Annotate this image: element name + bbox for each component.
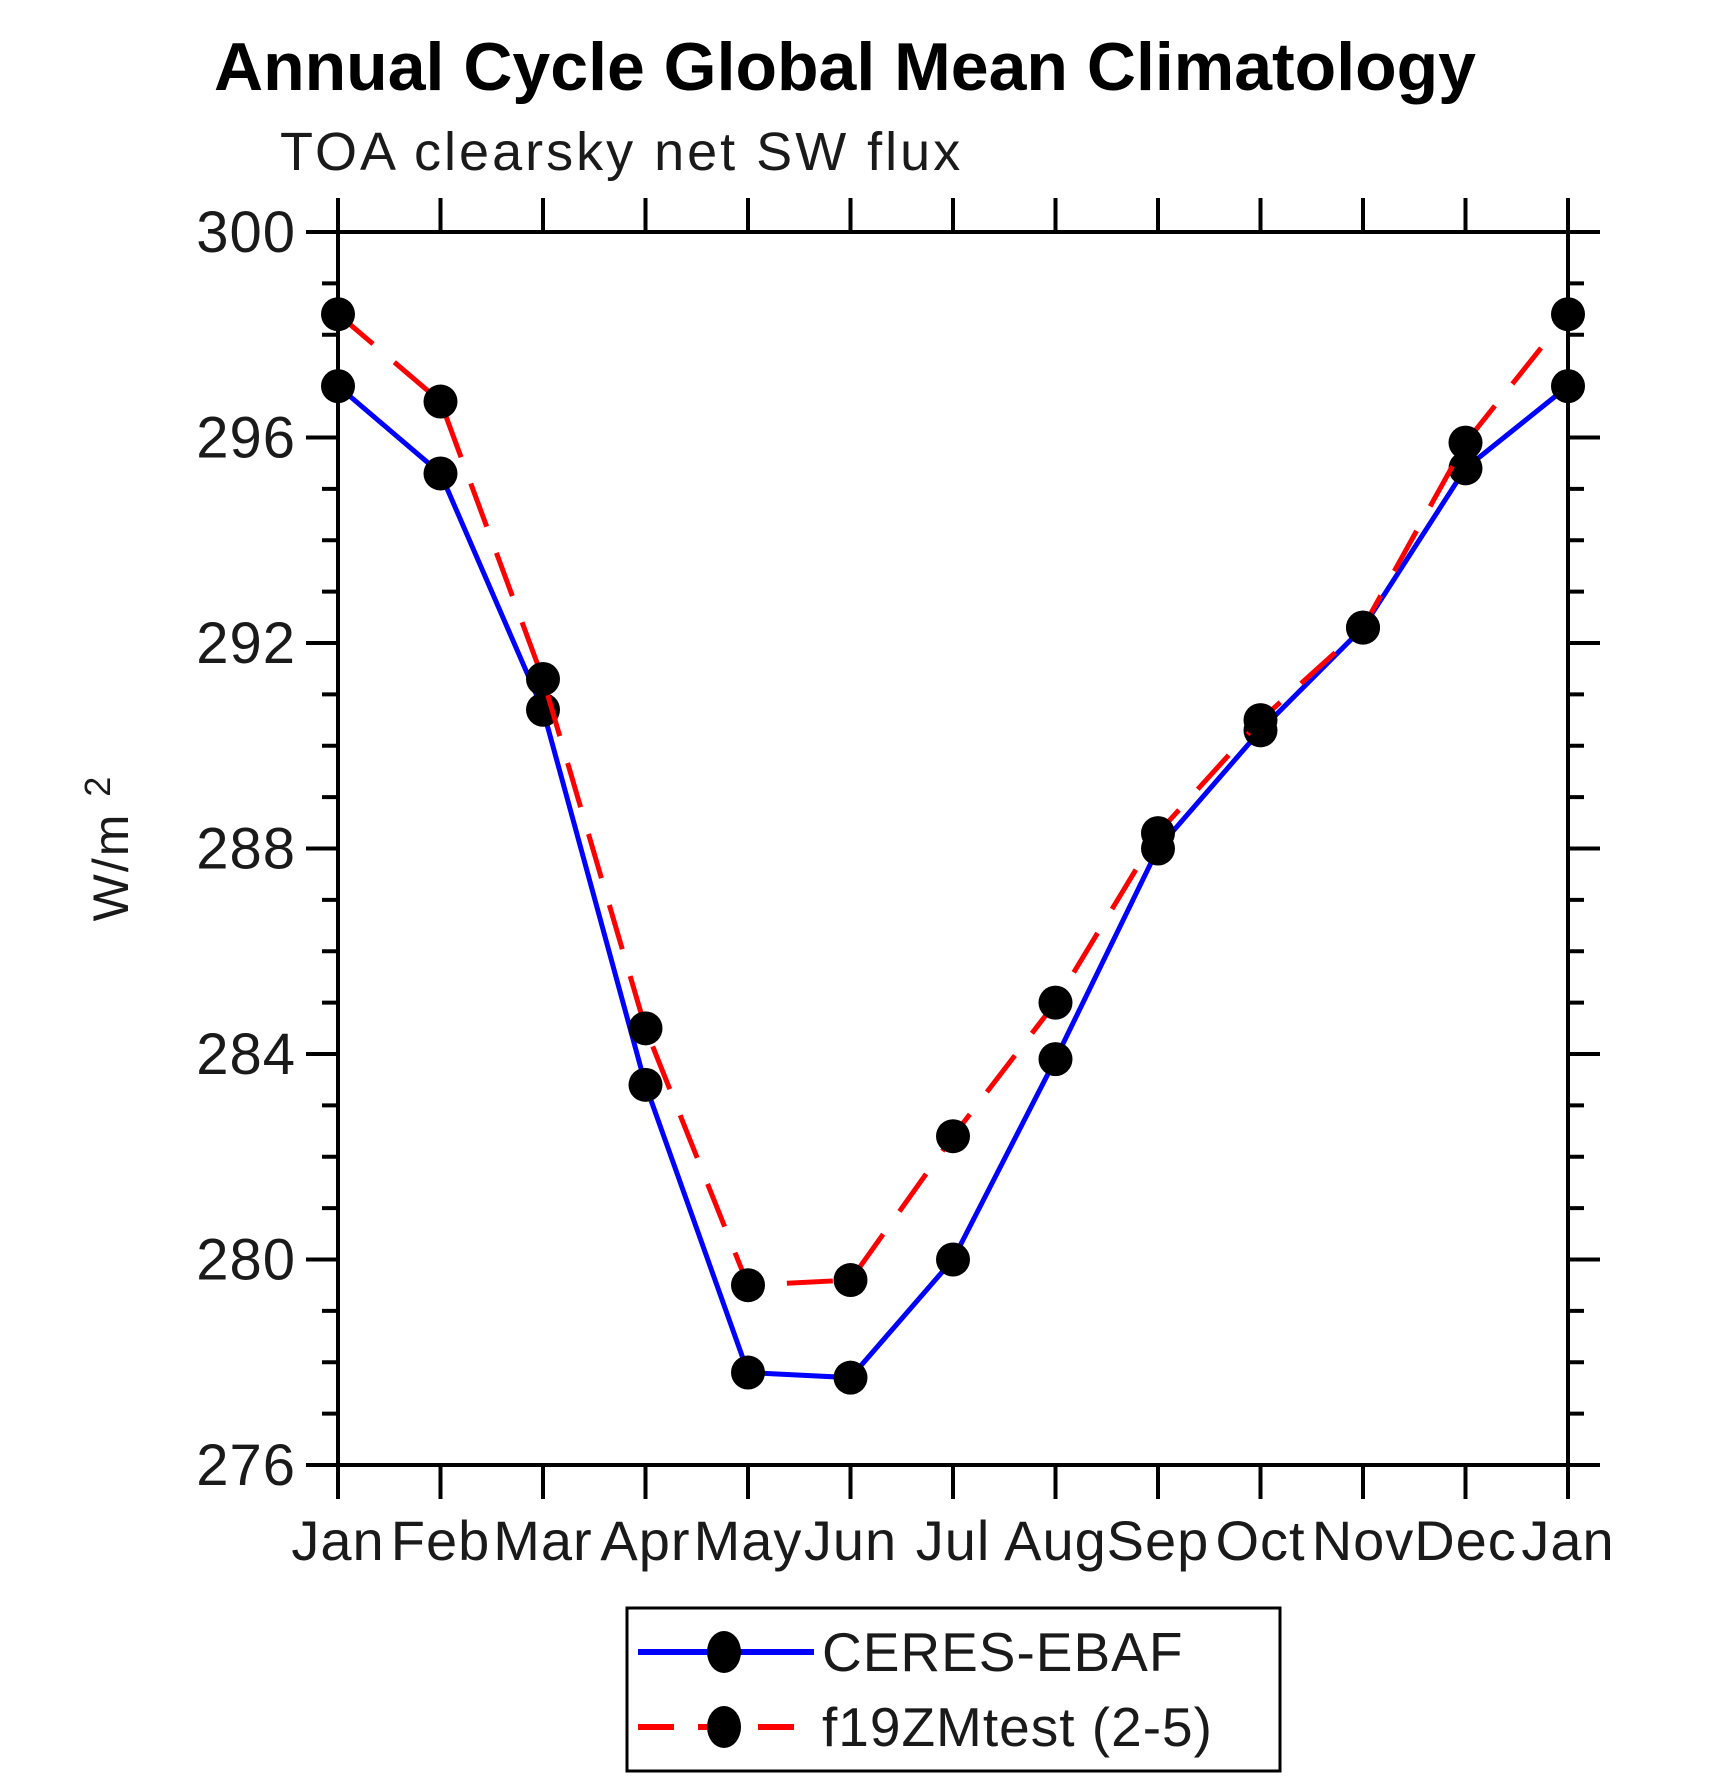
data-point-marker <box>628 1011 663 1046</box>
x-tick-label: Jun <box>804 1509 897 1572</box>
data-point-marker <box>1038 985 1073 1020</box>
data-point-marker <box>1038 1042 1073 1077</box>
data-point-marker <box>731 1355 765 1390</box>
data-point-marker <box>1448 451 1483 486</box>
data-point-marker <box>1448 425 1483 460</box>
data-point-marker <box>1346 610 1380 645</box>
data-point-marker <box>423 384 458 419</box>
chart-title: Annual Cycle Global Mean Climatology <box>214 29 1476 105</box>
legend-label-f19zmtest: f19ZMtest (2-5) <box>822 1696 1213 1758</box>
x-tick-label: Dec <box>1414 1509 1517 1572</box>
x-tick-label: Oct <box>1215 1509 1305 1572</box>
data-point-marker <box>1243 703 1278 738</box>
x-tick-label: Mar <box>493 1509 592 1572</box>
y-tick-label: 284 <box>196 1022 296 1087</box>
y-axis-label: W/m 2 <box>77 775 139 922</box>
legend-box <box>625 1606 1282 1773</box>
x-tick-label: Apr <box>600 1509 690 1572</box>
data-point-marker <box>833 1360 868 1395</box>
y-tick-label: 300 <box>196 200 296 265</box>
axes: Jan Feb Mar Apr May Jun Jul Aug Sep Oct Nov Dec Jan2… <box>196 198 1614 1572</box>
y-tick-label: 292 <box>196 611 296 676</box>
legend: CERES-EBAF f19ZMtest (2-5) <box>625 1606 1282 1773</box>
data-point-marker <box>936 1242 970 1277</box>
data-point-marker <box>423 456 458 491</box>
x-tick-label: Aug <box>1004 1509 1107 1572</box>
x-tick-label: Sep <box>1107 1509 1210 1572</box>
series-layer <box>321 297 1585 1395</box>
y-tick-label: 276 <box>196 1433 296 1498</box>
y-tick-label: 288 <box>196 817 296 882</box>
data-point-marker <box>833 1263 868 1298</box>
data-point-marker <box>628 1067 663 1102</box>
legend-marker-dot <box>707 1631 741 1673</box>
x-tick-label: May <box>694 1509 803 1572</box>
chart-subtitle: TOA clearsky net SW flux <box>280 122 963 182</box>
data-point-marker <box>321 297 355 332</box>
data-point-marker <box>526 661 560 696</box>
legend-marker-dot <box>707 1706 741 1748</box>
data-point-marker <box>1551 297 1585 332</box>
x-tick-label: Jul <box>916 1509 991 1572</box>
data-point-marker <box>936 1119 970 1154</box>
x-tick-label: Jan <box>1521 1509 1614 1572</box>
data-point-marker <box>1141 816 1175 851</box>
legend-entry-f19zmtest: f19ZMtest (2-5) <box>638 1696 1213 1758</box>
y-tick-label: 296 <box>196 406 296 471</box>
legend-entry-ceres-ebaf: CERES-EBAF <box>638 1621 1183 1683</box>
x-tick-label: Feb <box>391 1509 491 1572</box>
x-tick-label: Jan <box>291 1509 384 1572</box>
data-point-marker <box>321 369 355 404</box>
data-point-marker <box>731 1268 765 1303</box>
data-point-marker <box>1551 369 1585 404</box>
legend-label-ceres-ebaf: CERES-EBAF <box>822 1621 1183 1683</box>
plot-frame <box>336 230 1570 1467</box>
y-axis-label-superscript: 2 <box>77 775 118 797</box>
y-tick-label: 280 <box>196 1228 296 1293</box>
y-axis-label-base: W/m <box>83 813 139 922</box>
series-line-ceres-ebaf <box>336 384 1570 1381</box>
x-tick-label: Nov <box>1312 1509 1415 1572</box>
